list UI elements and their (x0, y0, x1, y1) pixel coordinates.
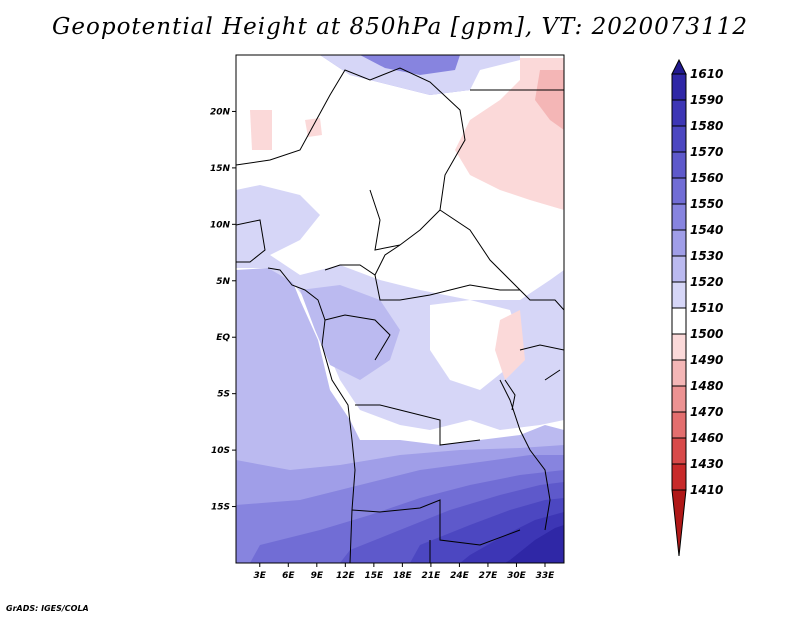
colorbar-label: 1590 (690, 93, 723, 107)
country-borders (236, 67, 564, 563)
lon-tick-label: 24E (450, 571, 470, 581)
lat-tick-label: 20N (210, 107, 231, 117)
colorbar-box (671, 203, 687, 231)
lat-tick-label: 10N (210, 220, 231, 230)
contour-1510-patch (430, 300, 520, 390)
map-frame (235, 54, 565, 564)
colorbar-label: 1510 (690, 301, 723, 315)
contour-1600 (505, 525, 564, 563)
colorbar-label: 1410 (690, 483, 723, 497)
colorbar-top-arrow (671, 58, 687, 75)
height-field (236, 55, 564, 563)
colorbar-box (671, 437, 687, 465)
contour-1500-spot (305, 118, 322, 137)
colorbar-label: 1580 (690, 119, 723, 133)
colorbar-box (671, 463, 687, 491)
colorbar-label: 1490 (690, 353, 723, 367)
colorbar-box (671, 229, 687, 257)
contour-1550-north (360, 55, 460, 75)
colorbar-label: 1460 (690, 431, 723, 445)
lon-tick-label: 9E (311, 571, 324, 581)
colorbar-bottom-arrow (671, 489, 687, 557)
colorbar-label: 1560 (690, 171, 723, 185)
lon-tick-label: 30E (507, 571, 527, 581)
colorbar-label: 1530 (690, 249, 723, 263)
colorbar-label: 1570 (690, 145, 723, 159)
colorbar-box (671, 99, 687, 127)
lat-tick-label: 15S (211, 503, 230, 513)
colorbar-box (671, 73, 687, 101)
lon-tick-label: 33E (536, 571, 556, 581)
colorbar-box (671, 125, 687, 153)
colorbar-box (671, 151, 687, 179)
colorbar-box (671, 411, 687, 439)
colorbar-label: 1470 (690, 405, 723, 419)
lon-tick-label: 15E (365, 571, 385, 581)
colorbar-label: 1480 (690, 379, 723, 393)
latitude-axis: 20N 15N 10N 5N EQ 5S 10S 15S (210, 107, 236, 513)
colorbar-box (671, 177, 687, 205)
colorbar-box (671, 385, 687, 413)
lat-tick-label: 5S (217, 390, 230, 400)
lon-tick-label: 3E (254, 571, 267, 581)
lon-tick-label: 18E (393, 571, 413, 581)
lat-tick-label: 10S (211, 446, 230, 456)
colorbar-label: 1540 (690, 223, 723, 237)
colorbar-label: 1520 (690, 275, 723, 289)
lon-tick-label: 6E (282, 571, 295, 581)
colorbar-label: 1500 (690, 327, 723, 341)
colorbar: 1610 1590 1580 1570 1560 1550 1540 1530 1520 1510… (671, 58, 723, 557)
lon-tick-label: 27E (479, 571, 499, 581)
contour-1500-east (495, 310, 525, 380)
colorbar-box (671, 307, 687, 335)
colorbar-box (671, 359, 687, 387)
lat-tick-label: EQ (216, 333, 230, 343)
colorbar-box (671, 255, 687, 283)
lat-tick-label: 5N (216, 277, 230, 287)
contour-1490-northeast (535, 70, 564, 130)
longitude-axis: 3E 6E 9E 12E 15E 18E 21E 24E 27E 30E 33E (254, 563, 556, 581)
colorbar-box (671, 281, 687, 309)
lon-tick-label: 21E (422, 571, 442, 581)
map-title: Geopotential Height at 850hPa [gpm], VT:… (52, 14, 748, 40)
colorbar-label: 1610 (690, 67, 723, 81)
colorbar-box (671, 333, 687, 361)
contour-1500-west (250, 110, 272, 150)
contour-1530-inner (300, 285, 400, 380)
grads-credit: GrADS: IGES/COLA (6, 604, 89, 613)
lat-tick-label: 15N (210, 164, 231, 174)
colorbar-label: 1430 (690, 457, 723, 471)
lon-tick-label: 12E (336, 571, 356, 581)
colorbar-label: 1550 (690, 197, 723, 211)
